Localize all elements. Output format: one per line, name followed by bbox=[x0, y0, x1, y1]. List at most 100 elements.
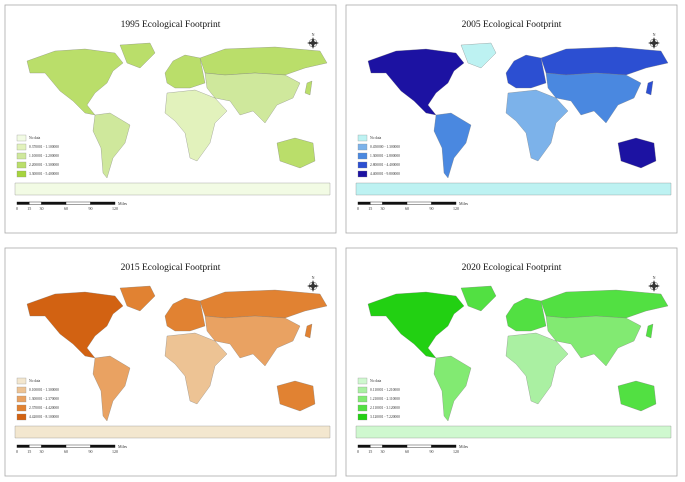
legend-swatch bbox=[357, 395, 368, 403]
panel-border bbox=[345, 247, 678, 477]
scale-segment bbox=[90, 444, 116, 448]
australia bbox=[276, 137, 316, 169]
legend-swatch bbox=[357, 386, 368, 394]
compass-star bbox=[648, 280, 660, 292]
legend-label: No data bbox=[29, 136, 41, 140]
africa bbox=[505, 89, 569, 162]
scale-segment bbox=[41, 201, 67, 205]
scale-segment bbox=[29, 444, 42, 448]
europe bbox=[164, 54, 206, 89]
greenland bbox=[119, 42, 156, 69]
legend-label: 4.400001 - 9.800000 bbox=[370, 172, 400, 176]
europe bbox=[505, 54, 547, 89]
compass-ring bbox=[308, 38, 318, 48]
scale-label: 15 bbox=[27, 206, 31, 211]
scale-unit: Miles bbox=[118, 201, 128, 206]
compass-star bbox=[307, 37, 319, 49]
scale-label: 120 bbox=[112, 206, 118, 211]
compass: N bbox=[648, 32, 660, 49]
legend-swatch bbox=[357, 152, 368, 160]
legend-label: 1.100001 - 2.200000 bbox=[29, 154, 59, 158]
panel-border bbox=[4, 4, 337, 234]
scale-segment bbox=[370, 444, 383, 448]
scale-label: 30 bbox=[40, 206, 44, 211]
australia bbox=[276, 380, 316, 412]
south-america bbox=[92, 112, 131, 179]
scale-unit: Miles bbox=[459, 201, 469, 206]
scale-label: 30 bbox=[381, 206, 385, 211]
africa bbox=[505, 332, 569, 405]
scale-segment bbox=[16, 201, 30, 205]
world-map bbox=[14, 285, 331, 439]
scale-unit: Miles bbox=[118, 444, 128, 449]
legend-swatch bbox=[16, 152, 27, 160]
north-america bbox=[367, 291, 465, 359]
antarctica bbox=[14, 425, 331, 439]
australia bbox=[617, 137, 657, 169]
north-america bbox=[26, 48, 124, 116]
compass-star bbox=[307, 280, 319, 292]
scale-unit: Miles bbox=[459, 444, 469, 449]
legend-label: 3.120001 - 7.220000 bbox=[370, 415, 400, 419]
legend-swatch bbox=[16, 134, 27, 142]
map-panel: 2020 Ecological Footprint N No data 0.11000… bbox=[345, 247, 678, 477]
legend-swatch bbox=[16, 413, 27, 421]
compass-ring bbox=[308, 281, 318, 291]
scale-segment bbox=[431, 444, 457, 448]
scale-segment bbox=[29, 201, 42, 205]
scale-label: 90 bbox=[89, 206, 93, 211]
compass-label: N bbox=[653, 32, 656, 37]
africa bbox=[164, 89, 228, 162]
compass: N bbox=[648, 275, 660, 292]
antarctica bbox=[355, 425, 672, 439]
scale-segment bbox=[406, 201, 432, 205]
legend-label: 2.800001 - 4.400000 bbox=[370, 163, 400, 167]
map-panel: 2005 Ecological Footprint N No data 0.45000… bbox=[345, 4, 678, 234]
legend-label: 0.370001 - 1.100000 bbox=[29, 145, 59, 149]
greenland bbox=[460, 285, 497, 312]
japan bbox=[304, 323, 313, 339]
japan bbox=[304, 80, 313, 96]
legend-label: 4.420001 - 8.100000 bbox=[29, 415, 59, 419]
compass: N bbox=[307, 32, 319, 49]
legend-swatch bbox=[16, 170, 27, 178]
scale-segment bbox=[16, 444, 30, 448]
legend-label: 0.110001 - 1.210000 bbox=[370, 388, 400, 392]
legend-label: 3.300001 - 5.400000 bbox=[29, 172, 59, 176]
south-america bbox=[433, 112, 472, 179]
scale-segment bbox=[382, 444, 408, 448]
compass-ring bbox=[649, 38, 659, 48]
scale-label: 90 bbox=[430, 449, 434, 454]
world-map bbox=[355, 285, 672, 439]
north-america bbox=[26, 291, 124, 359]
antarctica bbox=[355, 182, 672, 196]
legend-swatch bbox=[16, 143, 27, 151]
legend-label: No data bbox=[370, 136, 382, 140]
scale-segment bbox=[382, 201, 408, 205]
scale-segment bbox=[357, 201, 371, 205]
compass-star bbox=[648, 37, 660, 49]
scale-label: 15 bbox=[27, 449, 31, 454]
scale-segment bbox=[65, 444, 91, 448]
scale-segment bbox=[357, 444, 371, 448]
legend-swatch bbox=[16, 377, 27, 385]
scale-segment bbox=[431, 201, 457, 205]
legend-swatch bbox=[357, 170, 368, 178]
asia bbox=[545, 72, 642, 124]
scale-label: 0 bbox=[16, 206, 18, 211]
compass: N bbox=[307, 275, 319, 292]
legend-label: 0.450000 - 1.300000 bbox=[370, 145, 400, 149]
scale-segment bbox=[406, 444, 432, 448]
scale-label: 60 bbox=[64, 449, 68, 454]
south-america bbox=[433, 355, 472, 422]
scale-segment bbox=[370, 201, 383, 205]
europe bbox=[164, 297, 206, 332]
scale-label: 120 bbox=[453, 206, 459, 211]
scale-label: 60 bbox=[405, 449, 409, 454]
legend-swatch bbox=[357, 161, 368, 169]
scale-segment bbox=[90, 201, 116, 205]
legend-label: No data bbox=[370, 379, 382, 383]
legend-swatch bbox=[16, 395, 27, 403]
scale-label: 120 bbox=[453, 449, 459, 454]
asia bbox=[204, 72, 301, 124]
